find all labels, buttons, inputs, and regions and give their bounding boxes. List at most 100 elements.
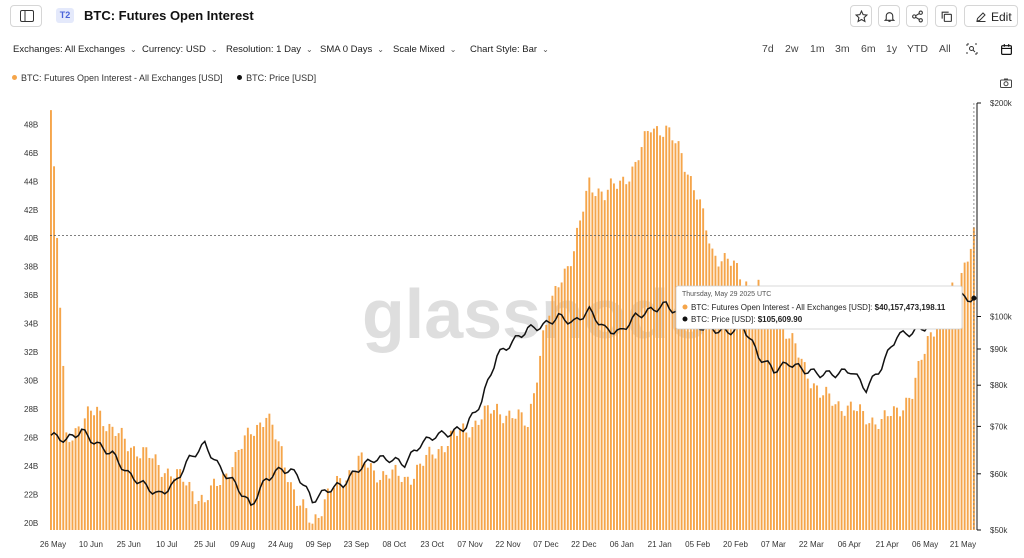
oi-bar <box>246 427 249 530</box>
y-left-tick-label: 48B <box>24 120 38 129</box>
oi-bar <box>539 355 542 530</box>
chart-style-dropdown[interactable]: Chart Style: Bar ⌄ <box>470 44 549 55</box>
oi-bar <box>948 292 951 530</box>
legend-item-price[interactable]: BTC: Price [USD] <box>237 73 316 83</box>
y-left-tick-label: 34B <box>24 320 38 329</box>
oi-bar <box>791 333 794 530</box>
sidebar-toggle-button[interactable] <box>10 5 42 27</box>
x-tick-label: 21 Jan <box>648 540 672 549</box>
calendar-button[interactable] <box>995 40 1017 60</box>
range-ytd[interactable]: YTD <box>907 43 928 55</box>
y-right-tick-label: $200k <box>990 99 1013 108</box>
oi-bar <box>806 378 809 530</box>
oi-bar <box>465 432 468 530</box>
oi-bar <box>588 177 591 530</box>
oi-bar <box>871 417 874 530</box>
legend-item-oi[interactable]: BTC: Futures Open Interest - All Exchang… <box>12 73 223 83</box>
range-all[interactable]: All <box>939 43 951 55</box>
tooltip-oi-row: BTC: Futures Open Interest - All Exchang… <box>691 303 946 312</box>
y-left-tick-label: 38B <box>24 263 38 272</box>
oi-bar <box>656 126 658 530</box>
oi-bar <box>234 451 237 530</box>
oi-bar <box>111 426 114 530</box>
y-left-tick-label: 28B <box>24 405 38 414</box>
page-title: BTC: Futures Open Interest <box>84 8 254 23</box>
star-icon <box>855 10 868 23</box>
oi-bar <box>471 427 474 530</box>
oi-bar <box>345 480 348 530</box>
oi-bar <box>929 332 932 530</box>
x-tick-label: 23 Sep <box>344 540 370 549</box>
controls-bar: Exchanges: All Exchanges ⌄ Currency: USD ⌄… <box>0 40 1024 60</box>
sma-dropdown[interactable]: SMA 0 Days ⌄ <box>320 44 384 55</box>
range-1m[interactable]: 1m <box>810 43 825 55</box>
edit-label: Edit <box>991 10 1012 24</box>
oi-bar <box>803 362 806 530</box>
oi-bar <box>686 174 689 531</box>
oi-bar <box>376 482 379 530</box>
sma-label: SMA 0 Days <box>320 44 373 55</box>
range-2w[interactable]: 2w <box>785 43 799 55</box>
copy-button[interactable] <box>935 5 957 27</box>
oi-bar <box>142 447 145 530</box>
oi-bar <box>283 467 286 530</box>
tooltip-date: Thursday, May 29 2025 UTC <box>682 291 771 298</box>
oi-bar <box>920 359 923 530</box>
x-tick-label: 22 Mar <box>799 540 824 549</box>
oi-bar <box>942 305 945 530</box>
range-6m[interactable]: 6m <box>861 43 876 55</box>
oi-bar <box>86 406 89 530</box>
oi-bar <box>649 132 652 530</box>
oi-bar <box>206 500 209 530</box>
alert-button[interactable] <box>878 5 900 27</box>
oi-bar <box>373 470 375 530</box>
currency-label: Currency: USD <box>142 44 206 55</box>
oi-bar <box>400 481 403 530</box>
x-tick-label: 10 Jul <box>156 540 178 549</box>
oi-bar <box>99 410 102 530</box>
oi-bar <box>256 424 259 530</box>
scale-dropdown[interactable]: Scale Mixed ⌄ <box>393 44 456 55</box>
favorite-button[interactable] <box>850 5 872 27</box>
oi-bar <box>105 431 108 530</box>
oi-bar <box>852 410 855 530</box>
oi-bar <box>477 424 480 530</box>
oi-bar <box>425 454 428 530</box>
oi-bar <box>874 424 877 530</box>
oi-bar <box>794 343 797 530</box>
share-button[interactable] <box>906 5 928 27</box>
oi-bar <box>483 405 486 530</box>
oi-bar <box>914 377 917 530</box>
tooltip-price-row: BTC: Price [USD]: $105,609.90 <box>691 315 803 324</box>
currency-dropdown[interactable]: Currency: USD ⌄ <box>142 44 218 55</box>
oi-bar <box>213 478 215 530</box>
y-right-tick-label: $60k <box>990 470 1008 479</box>
oi-bar <box>545 324 548 530</box>
oi-bar <box>551 295 554 530</box>
resolution-dropdown[interactable]: Resolution: 1 Day ⌄ <box>226 44 313 55</box>
oi-bar <box>74 428 77 530</box>
oi-bar <box>585 190 588 531</box>
oi-bar <box>406 476 409 530</box>
edit-button[interactable]: Edit <box>964 5 1018 27</box>
oi-bar <box>437 449 440 530</box>
oi-bar <box>379 479 382 530</box>
camera-icon[interactable] <box>1000 78 1012 88</box>
oi-bar <box>459 429 462 530</box>
range-7d[interactable]: 7d <box>762 43 774 55</box>
tooltip-oi-value: $40,157,473,198.11 <box>875 303 946 312</box>
oi-bar <box>413 478 415 530</box>
oi-bar <box>305 508 308 530</box>
oi-bar <box>677 141 680 530</box>
oi-bar <box>117 433 120 530</box>
oi-bar <box>339 478 342 530</box>
range-1y[interactable]: 1y <box>886 43 898 55</box>
oi-bar <box>354 471 357 530</box>
exchanges-dropdown[interactable]: Exchanges: All Exchanges ⌄ <box>13 44 137 55</box>
exchanges-label: Exchanges: All Exchanges <box>13 44 125 55</box>
oi-bar <box>523 425 526 530</box>
oi-bar <box>453 430 455 530</box>
range-3m[interactable]: 3m <box>835 43 850 55</box>
zoom-icon[interactable] <box>966 43 978 55</box>
oi-bar <box>136 456 139 530</box>
